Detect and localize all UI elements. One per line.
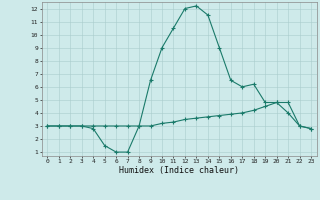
X-axis label: Humidex (Indice chaleur): Humidex (Indice chaleur) xyxy=(119,166,239,175)
